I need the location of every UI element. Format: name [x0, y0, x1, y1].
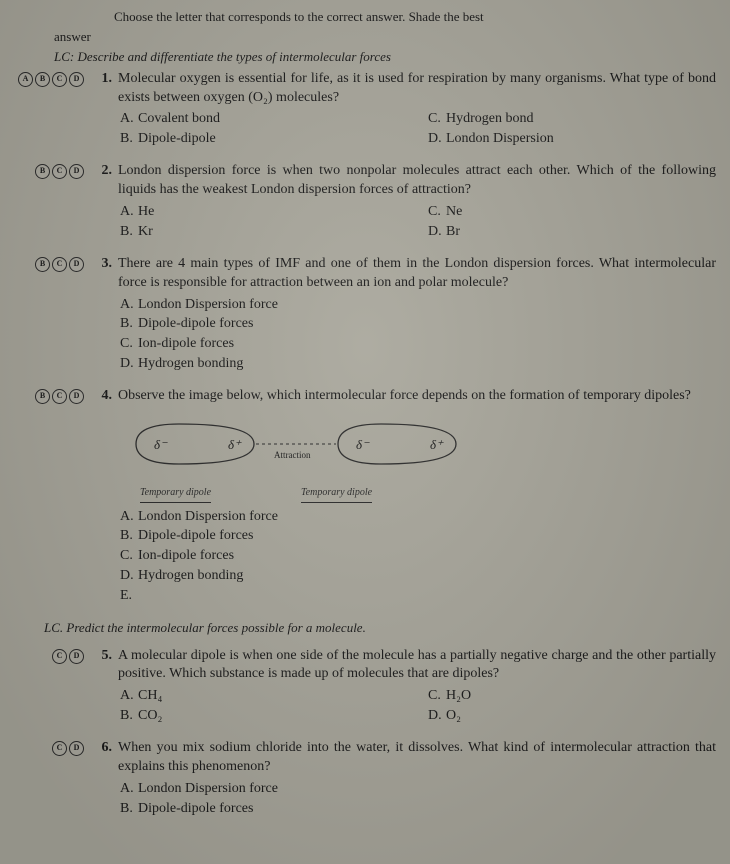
question-stem: When you mix sodium chloride into the wa… [118, 739, 716, 777]
option-d: D.Hydrogen bonding [120, 567, 716, 586]
question-2: B C D 2. London dispersion force is when… [18, 162, 716, 243]
question-stem: A molecular dipole is when one side of t… [118, 647, 716, 685]
attraction-label: Attraction [274, 450, 311, 460]
option-d: D.O₂ [428, 707, 716, 726]
option-b: B.Kr [120, 223, 408, 242]
question-number: 3. [90, 255, 112, 274]
bubble-b[interactable]: B [35, 389, 50, 404]
option-c: C.Hydrogen bond [428, 110, 716, 129]
bubble-d[interactable]: D [69, 389, 84, 404]
dipole-svg: δ⁻ δ⁺ Attraction δ⁻ δ⁺ [124, 414, 464, 484]
question-stem: Observe the image below, which intermole… [118, 387, 716, 406]
right-dipole-label: Temporary dipole [301, 486, 372, 500]
svg-text:δ⁺: δ⁺ [228, 437, 242, 452]
question-6: C D 6. When you mix sodium chloride into… [18, 739, 716, 820]
option-c: C.Ion-dipole forces [120, 335, 716, 354]
option-a: A.London Dispersion force [120, 296, 716, 315]
answer-bubbles-q2: B C D [18, 164, 84, 179]
bubble-d[interactable]: D [69, 741, 84, 756]
option-a: A.CH₄ [120, 687, 408, 706]
svg-text:δ⁻: δ⁻ [154, 437, 168, 452]
bubble-d[interactable]: D [69, 649, 84, 664]
question-5: C D 5. A molecular dipole is when one si… [18, 647, 716, 728]
option-d: D.Br [428, 223, 716, 242]
bubble-d[interactable]: D [69, 72, 84, 87]
answer-bubbles-q6: C D [18, 741, 84, 756]
question-stem: London dispersion force is when two nonp… [118, 162, 716, 200]
bubble-d[interactable]: D [69, 164, 84, 179]
option-c: C.Ion-dipole forces [120, 547, 716, 566]
option-d: D.Hydrogen bonding [120, 355, 716, 374]
learning-competency-2: LC. Predict the intermolecular forces po… [44, 619, 716, 637]
bubble-b[interactable]: B [35, 164, 50, 179]
answer-bubbles-q1: A B C D [18, 72, 84, 87]
option-b: B.Dipole-dipole [120, 130, 408, 149]
bubble-b[interactable]: B [35, 72, 50, 87]
option-d: D.London Dispersion [428, 130, 716, 149]
bubble-c[interactable]: C [52, 649, 67, 664]
question-number: 5. [90, 647, 112, 666]
answer-bubbles-q3: B C D [18, 257, 84, 272]
option-a: A.He [120, 203, 408, 222]
learning-competency-1: LC: Describe and differentiate the types… [54, 48, 716, 66]
bubble-d[interactable]: D [69, 257, 84, 272]
instruction-answer-word: answer [54, 28, 716, 46]
svg-text:δ⁻: δ⁻ [356, 437, 370, 452]
instruction-fragment: Choose the letter that corresponds to th… [114, 8, 716, 26]
answer-bubbles-q4: B C D [18, 389, 84, 404]
svg-text:δ⁺: δ⁺ [430, 437, 444, 452]
bubble-b[interactable]: B [35, 257, 50, 272]
temporary-dipole-diagram: δ⁻ δ⁺ Attraction δ⁻ δ⁺ Temporary dipole … [124, 414, 716, 500]
question-4: B C D 4. Observe the image below, which … [18, 387, 716, 607]
question-number: 4. [90, 387, 112, 406]
bubble-c[interactable]: C [52, 72, 67, 87]
question-number: 2. [90, 162, 112, 181]
question-1: A B C D 1. Molecular oxygen is essential… [18, 70, 716, 151]
option-a: A.London Dispersion force [120, 508, 716, 527]
bubble-c[interactable]: C [52, 741, 67, 756]
left-dipole-label: Temporary dipole [140, 486, 211, 500]
bubble-a[interactable]: A [18, 72, 33, 87]
option-b: B.Dipole-dipole forces [120, 800, 716, 819]
option-a: A.Covalent bond [120, 110, 408, 129]
option-b: B.CO₂ [120, 707, 408, 726]
question-stem: Molecular oxygen is essential for life, … [118, 70, 716, 108]
option-b: B.Dipole-dipole forces [120, 527, 716, 546]
option-b: B.Dipole-dipole forces [120, 315, 716, 334]
option-e: E. [120, 587, 716, 606]
question-stem: There are 4 main types of IMF and one of… [118, 255, 716, 293]
answer-bubbles-q5: C D [18, 649, 84, 664]
question-3: B C D 3. There are 4 main types of IMF a… [18, 255, 716, 375]
option-c: C.H₂O [428, 687, 716, 706]
option-c: C.Ne [428, 203, 716, 222]
bubble-c[interactable]: C [52, 257, 67, 272]
bubble-c[interactable]: C [52, 389, 67, 404]
option-a: A.London Dispersion force [120, 780, 716, 799]
question-number: 6. [90, 739, 112, 758]
question-number: 1. [90, 70, 112, 89]
bubble-c[interactable]: C [52, 164, 67, 179]
